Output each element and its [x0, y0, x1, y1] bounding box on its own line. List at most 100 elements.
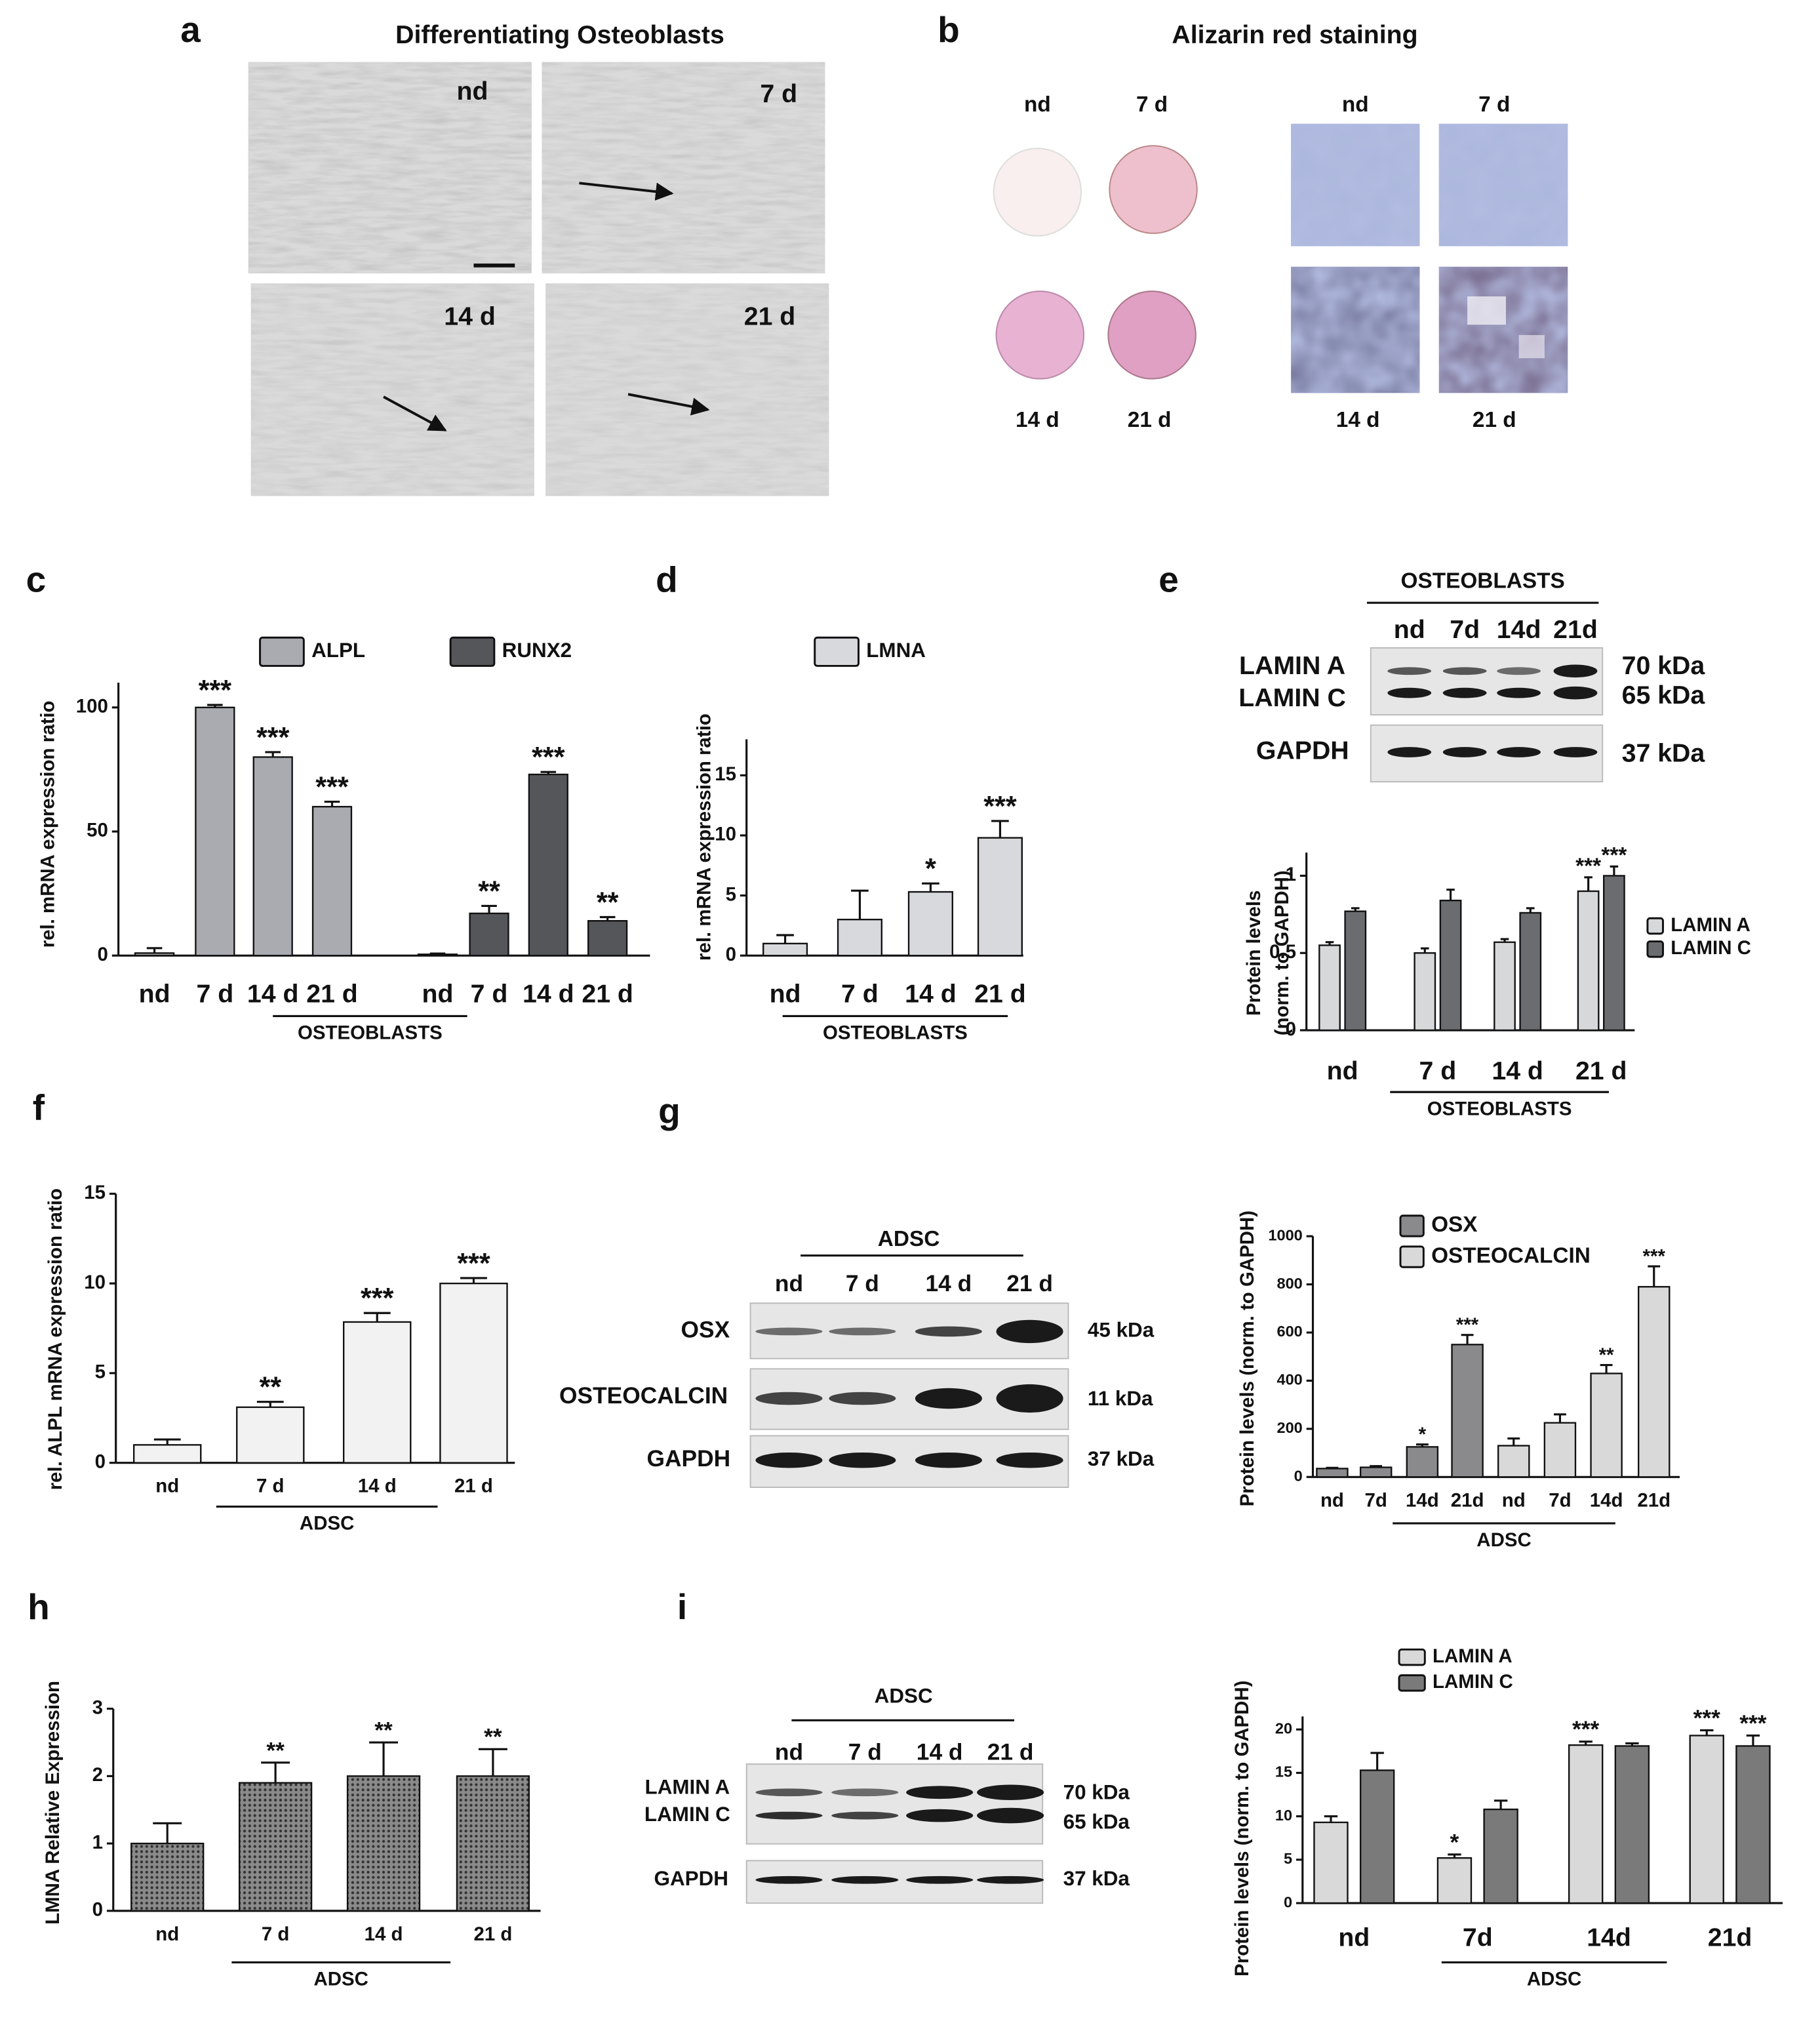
error-bar: [265, 751, 281, 757]
error-bar: [256, 1401, 284, 1407]
lane-label: 14d: [1497, 615, 1541, 644]
blot-band: [755, 1788, 823, 1797]
bar: [977, 837, 1023, 957]
x-tick-label: 7 d: [841, 979, 879, 1008]
y-tick-label: 10: [1275, 1807, 1292, 1824]
x-tick-label: 7d: [1549, 1489, 1571, 1511]
error-bar: [478, 1748, 507, 1776]
blot-group: ADSC: [878, 1227, 940, 1251]
bar: [762, 942, 808, 957]
error-bar: [481, 904, 497, 913]
legend-swatch: [1399, 1245, 1425, 1268]
y-tick-label: 0: [1294, 1467, 1303, 1484]
error-bar: [1421, 947, 1429, 953]
alizarin-images: [993, 123, 1568, 393]
x-tick-label: nd: [1320, 1489, 1344, 1511]
y-tick-label: 1: [1286, 864, 1296, 885]
bar: [1543, 1422, 1577, 1478]
bar: [252, 756, 293, 957]
significance: ***: [1456, 1314, 1479, 1336]
bar: [1603, 875, 1625, 1032]
blot-band: [915, 1452, 982, 1468]
y-tick-label: 0: [1284, 1893, 1292, 1910]
legend-label: LAMIN C: [1433, 1671, 1513, 1693]
blot-group: ADSC: [875, 1684, 933, 1707]
bar: [343, 1321, 412, 1464]
lane-label: 21d: [1553, 615, 1598, 644]
significance: ***: [1643, 1246, 1666, 1268]
legend-swatch: [1646, 917, 1664, 935]
y-axis-label: Protein levels (norm. to GAPDH): [1231, 1681, 1253, 1977]
image-label: 7 d: [1478, 92, 1510, 117]
error-bar: [153, 1822, 182, 1844]
x-tick-label: nd: [1338, 1923, 1370, 1952]
blot-band: [906, 1876, 974, 1884]
error-bar: [1610, 865, 1619, 876]
bar: [1614, 1745, 1650, 1904]
x-tick-label: 14 d: [905, 979, 957, 1008]
blot-band: [831, 1788, 899, 1797]
significance: ***: [1693, 1706, 1720, 1731]
legend-swatch: [1399, 1214, 1425, 1237]
error-bar: [153, 1438, 181, 1445]
blot-band: [755, 1327, 823, 1336]
bar: [1406, 1446, 1439, 1478]
lane-label: 14 d: [917, 1740, 963, 1765]
error-bar: [776, 934, 794, 944]
bar: [528, 773, 568, 957]
error-bar: [1370, 1465, 1383, 1468]
x-tick-label: 7d: [1463, 1923, 1493, 1952]
blot-band: [755, 1876, 823, 1884]
error-bar: [1325, 941, 1334, 946]
x-tick-label: 21 d: [582, 979, 633, 1008]
bar: [346, 1775, 421, 1912]
image-label: 21 d: [1128, 408, 1172, 432]
x-tick-label: 21d: [1451, 1489, 1484, 1511]
panel-title: Alizarin red staining: [1172, 20, 1417, 49]
significance: ***: [983, 791, 1017, 822]
y-tick-label: 1: [92, 1832, 103, 1853]
y-axis-label: rel. mRNA expression ratio: [694, 713, 715, 961]
size-label: 65 kDa: [1063, 1811, 1130, 1834]
bar: [1497, 1445, 1530, 1478]
bar: [1568, 1744, 1604, 1904]
x-tick-label: nd: [770, 979, 801, 1008]
bar: [1577, 890, 1600, 1032]
panel-letter: c: [26, 559, 47, 599]
error-bar: [1461, 1334, 1474, 1345]
bar: [1590, 1373, 1623, 1478]
y-tick-label: 100: [76, 696, 108, 717]
bar: [587, 920, 628, 957]
error-bar: [1370, 1752, 1384, 1771]
x-tick-label: 7 d: [1419, 1056, 1457, 1085]
y-tick-label: 5: [726, 883, 736, 905]
legend-label: LAMIN A: [1433, 1645, 1513, 1667]
legend-label: OSX: [1431, 1213, 1477, 1237]
panel-title: Differentiating Osteoblasts: [395, 20, 724, 49]
y-tick-label: 50: [87, 820, 108, 841]
image-label: 21 d: [1473, 408, 1516, 432]
blot-band: [755, 1452, 823, 1468]
error-bar: [146, 947, 163, 953]
panel-letter: g: [658, 1091, 681, 1131]
error-bar: [324, 800, 340, 807]
bar: [1359, 1466, 1393, 1478]
x-tick-label: 21 d: [1575, 1056, 1627, 1085]
bar: [195, 706, 235, 957]
blot-band: [829, 1452, 896, 1468]
error-bar: [1507, 1437, 1520, 1446]
bar: [1519, 912, 1542, 1032]
group-label: OSTEOBLASTS: [298, 1022, 443, 1044]
size-label: 37 kDa: [1063, 1867, 1130, 1890]
significance: **: [478, 875, 500, 907]
x-tick-label: nd: [422, 979, 454, 1008]
row-label: OSX: [681, 1317, 730, 1343]
blot-band: [996, 1319, 1063, 1344]
blot-band: [996, 1384, 1063, 1413]
x-tick-label: nd: [1502, 1489, 1526, 1511]
legend-swatch: [814, 636, 860, 667]
lane-label: 7 d: [848, 1740, 882, 1765]
panel-letter: d: [656, 559, 678, 599]
y-tick-label: 800: [1276, 1275, 1302, 1292]
